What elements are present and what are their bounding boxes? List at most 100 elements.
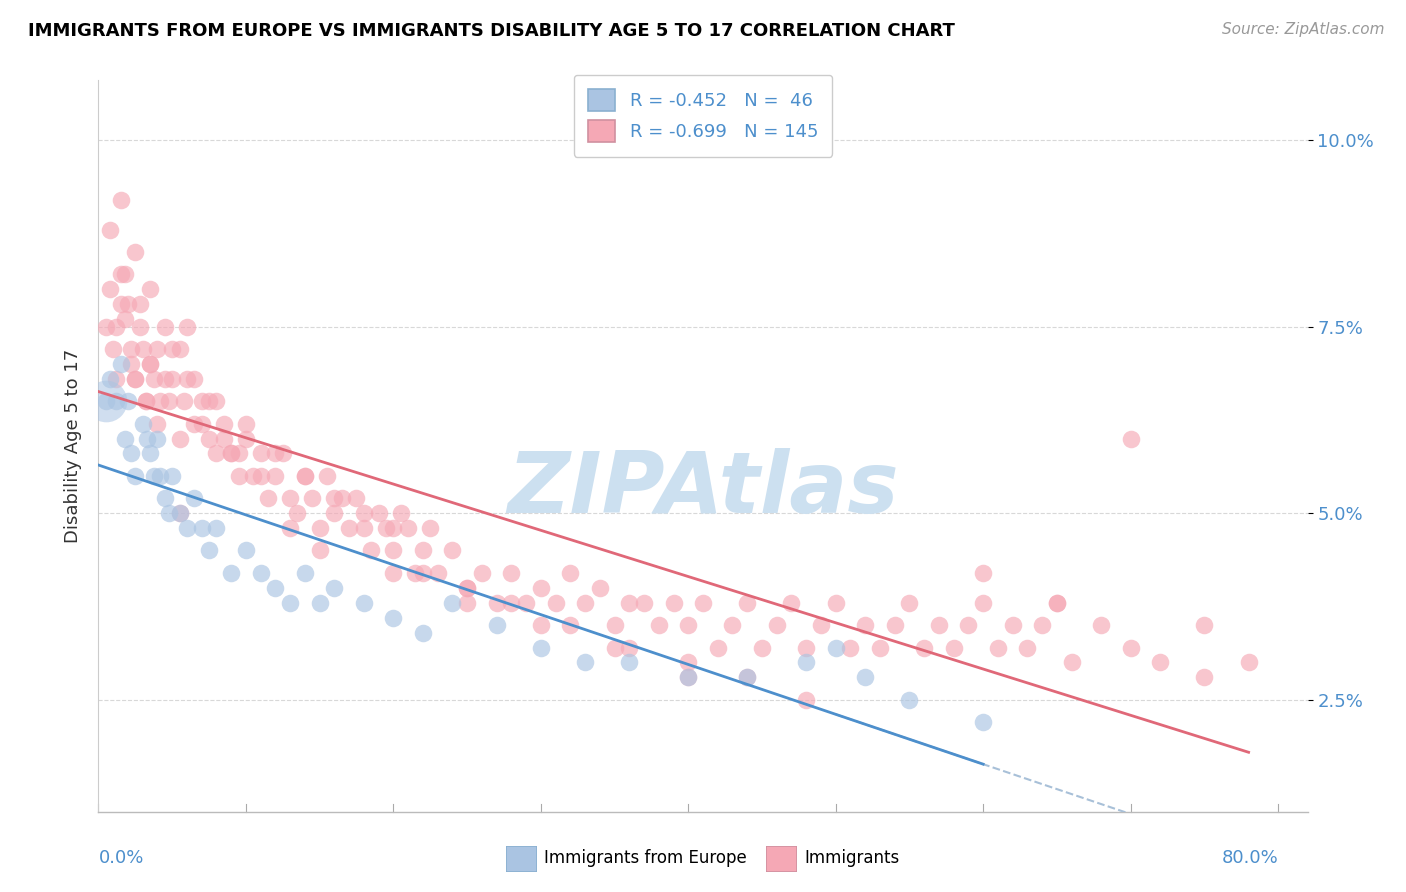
Point [853, 670, 876, 684]
Point [98, 372, 121, 386]
Point [176, 319, 198, 334]
Point [942, 640, 965, 655]
Point [212, 417, 235, 431]
Point [1017, 640, 1039, 655]
Point [382, 543, 405, 558]
Point [1031, 618, 1053, 632]
Point [456, 596, 478, 610]
Point [706, 640, 728, 655]
Point [114, 312, 136, 326]
Point [114, 432, 136, 446]
Point [619, 640, 641, 655]
Point [662, 596, 685, 610]
Point [105, 394, 128, 409]
Point [485, 618, 508, 632]
Point [205, 394, 228, 409]
Point [190, 521, 212, 535]
Point [544, 596, 567, 610]
Point [157, 506, 180, 520]
Point [235, 417, 257, 431]
Point [456, 581, 478, 595]
Point [169, 506, 191, 520]
Point [898, 596, 921, 610]
Point [257, 491, 280, 506]
Point [530, 618, 553, 632]
Point [135, 394, 157, 409]
Point [143, 468, 166, 483]
Point [124, 468, 146, 483]
Point [765, 618, 787, 632]
Text: Immigrants from Europe: Immigrants from Europe [544, 849, 747, 867]
Point [153, 491, 176, 506]
Point [794, 640, 817, 655]
Point [560, 618, 582, 632]
Point [810, 618, 832, 632]
Point [278, 491, 301, 506]
Point [219, 446, 242, 460]
Point [287, 506, 309, 520]
Point [898, 692, 921, 706]
Point [987, 640, 1010, 655]
Point [678, 670, 700, 684]
Point [153, 319, 176, 334]
Point [323, 506, 346, 520]
Point [94, 394, 117, 409]
Point [205, 446, 228, 460]
Point [751, 640, 773, 655]
Point [271, 446, 294, 460]
Point [219, 446, 242, 460]
Point [1194, 670, 1216, 684]
Point [294, 468, 316, 483]
Point [353, 506, 375, 520]
Point [149, 394, 172, 409]
Point [183, 417, 205, 431]
Text: IMMIGRANTS FROM EUROPE VS IMMIGRANTS DISABILITY AGE 5 TO 17 CORRELATION CHART: IMMIGRANTS FROM EUROPE VS IMMIGRANTS DIS… [28, 22, 955, 40]
Text: 80.0%: 80.0% [1222, 849, 1278, 867]
Point [678, 618, 700, 632]
Point [735, 596, 758, 610]
Point [160, 468, 183, 483]
Point [353, 596, 375, 610]
Point [105, 372, 128, 386]
Point [98, 222, 121, 236]
Point [1090, 618, 1112, 632]
Point [794, 656, 817, 670]
Point [128, 297, 150, 311]
Point [574, 596, 596, 610]
Point [308, 521, 330, 535]
Point [1237, 656, 1260, 670]
Point [117, 297, 139, 311]
Point [515, 596, 537, 610]
Point [264, 468, 287, 483]
Point [972, 566, 994, 580]
Point [928, 618, 950, 632]
Point [794, 692, 817, 706]
Point [228, 468, 250, 483]
Point [957, 618, 980, 632]
Point [169, 432, 191, 446]
Point [530, 581, 553, 595]
Point [412, 625, 434, 640]
Point [1119, 432, 1142, 446]
Point [323, 491, 346, 506]
Point [139, 282, 162, 296]
Legend: R = -0.452   N =  46, R = -0.699   N = 145: R = -0.452 N = 46, R = -0.699 N = 145 [574, 75, 832, 157]
Point [143, 372, 166, 386]
Point [160, 342, 183, 356]
Point [678, 670, 700, 684]
Point [176, 521, 198, 535]
Point [264, 581, 287, 595]
Point [146, 432, 169, 446]
Point [912, 640, 935, 655]
Point [131, 342, 153, 356]
Point [441, 543, 464, 558]
Point [367, 506, 389, 520]
Point [471, 566, 494, 580]
Point [346, 491, 368, 506]
Point [972, 715, 994, 730]
Point [128, 319, 150, 334]
Point [869, 640, 891, 655]
Point [337, 521, 360, 535]
Point [1194, 618, 1216, 632]
Point [560, 566, 582, 580]
